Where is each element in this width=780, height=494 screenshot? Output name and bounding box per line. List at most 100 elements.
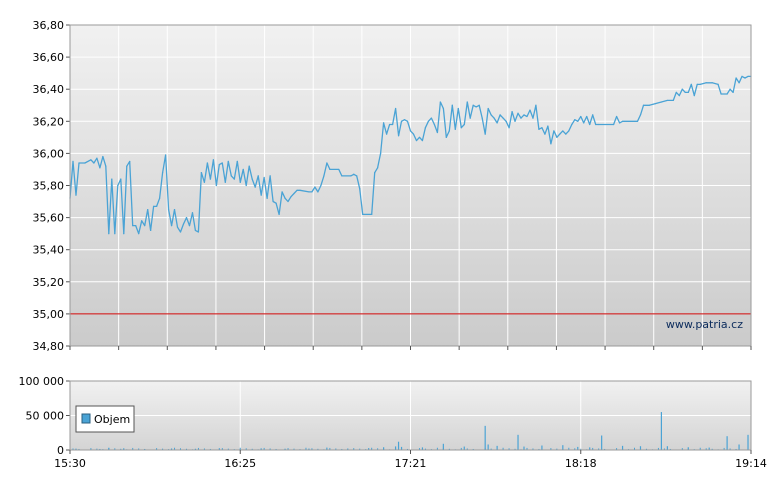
- price-point: [397, 135, 400, 137]
- price-point: [153, 205, 155, 207]
- price-point: [311, 191, 313, 193]
- price-point: [565, 133, 567, 135]
- price-point: [478, 104, 480, 106]
- price-point: [741, 75, 743, 77]
- price-point: [523, 114, 525, 116]
- price-point: [586, 115, 588, 118]
- price-point: [747, 75, 749, 77]
- price-point: [293, 192, 295, 195]
- price-y-tick-label: 35,80: [33, 180, 65, 193]
- price-point: [114, 233, 116, 235]
- price-point: [377, 167, 379, 169]
- price-point: [371, 213, 373, 215]
- price-y-tick-label: 36,60: [33, 51, 65, 64]
- price-point: [356, 175, 358, 177]
- price-point: [242, 168, 244, 171]
- price-point: [621, 120, 624, 122]
- price-point: [254, 186, 256, 188]
- price-point: [598, 123, 600, 126]
- price-point: [514, 120, 516, 122]
- price-point: [227, 160, 229, 163]
- price-point: [359, 188, 361, 190]
- volume-y-tick-label: 50 000: [26, 410, 65, 423]
- price-point: [460, 127, 462, 129]
- volume-x-tick-label: 19:14: [735, 457, 767, 470]
- price-point: [592, 114, 594, 116]
- price-point: [559, 133, 561, 135]
- price-point: [589, 123, 591, 126]
- price-point: [281, 191, 283, 193]
- price-point: [290, 196, 292, 198]
- price-point: [245, 184, 247, 187]
- price-point: [735, 77, 737, 79]
- price-point: [314, 186, 316, 188]
- price-point: [738, 82, 740, 84]
- price-points: [69, 75, 752, 235]
- price-point: [123, 233, 125, 235]
- volume-x-tick-label: 17:21: [395, 457, 427, 470]
- price-point: [260, 194, 262, 196]
- price-point: [487, 107, 489, 110]
- price-point: [550, 143, 552, 145]
- volume-x-tick-label: 16:25: [224, 457, 256, 470]
- price-point: [711, 82, 713, 84]
- price-point: [693, 95, 695, 97]
- price-point: [338, 168, 340, 171]
- price-y-tick-label: 36,80: [33, 19, 65, 32]
- price-y-tick-label: 36,00: [33, 147, 65, 160]
- price-point: [212, 159, 214, 161]
- price-point: [147, 208, 149, 211]
- price-point: [350, 175, 352, 177]
- price-series-line: [69, 75, 751, 235]
- volume-x-axis: 15:30 16:25 17:21 18:18 19:14: [54, 450, 767, 470]
- price-point: [239, 181, 241, 183]
- price-point: [380, 152, 382, 154]
- price-point: [672, 99, 674, 102]
- price-point: [164, 154, 167, 156]
- legend-swatch: [81, 413, 91, 424]
- price-point: [161, 172, 164, 174]
- price-point: [296, 189, 298, 191]
- price-point: [218, 164, 220, 166]
- price-point: [230, 175, 232, 177]
- price-point: [520, 117, 522, 119]
- price-point: [744, 77, 746, 79]
- price-point: [406, 120, 409, 122]
- price-point: [418, 136, 421, 138]
- price-point: [472, 104, 474, 106]
- price-point: [511, 111, 513, 113]
- price-point: [636, 120, 639, 122]
- price-point: [206, 162, 208, 164]
- price-y-tick-label: 34,80: [33, 340, 65, 353]
- watermark: www.patria.cz: [666, 318, 743, 331]
- price-point: [466, 101, 468, 103]
- price-point: [129, 160, 131, 163]
- price-point: [577, 120, 579, 122]
- price-point: [687, 91, 689, 94]
- price-point: [72, 160, 74, 163]
- price-point: [562, 130, 564, 132]
- price-point: [132, 225, 134, 227]
- price-point: [275, 202, 277, 204]
- price-point: [409, 130, 412, 132]
- price-point: [547, 125, 549, 127]
- price-point: [188, 225, 191, 227]
- price-y-axis: 34,80 35,00 35,20 35,40 35,60 35,80 36,00 36,20…: [33, 19, 70, 353]
- price-point: [642, 104, 645, 106]
- price-point: [535, 104, 537, 106]
- price-point: [684, 91, 686, 94]
- price-point: [403, 119, 406, 121]
- price-point: [442, 107, 444, 110]
- price-point: [445, 136, 447, 138]
- price-point: [412, 133, 415, 135]
- price-point: [732, 91, 734, 94]
- price-point: [391, 123, 394, 126]
- price-point: [595, 123, 597, 126]
- price-point: [526, 115, 528, 118]
- price-point: [93, 162, 95, 164]
- price-point: [341, 175, 343, 177]
- price-point: [415, 139, 418, 142]
- price-point: [457, 107, 459, 110]
